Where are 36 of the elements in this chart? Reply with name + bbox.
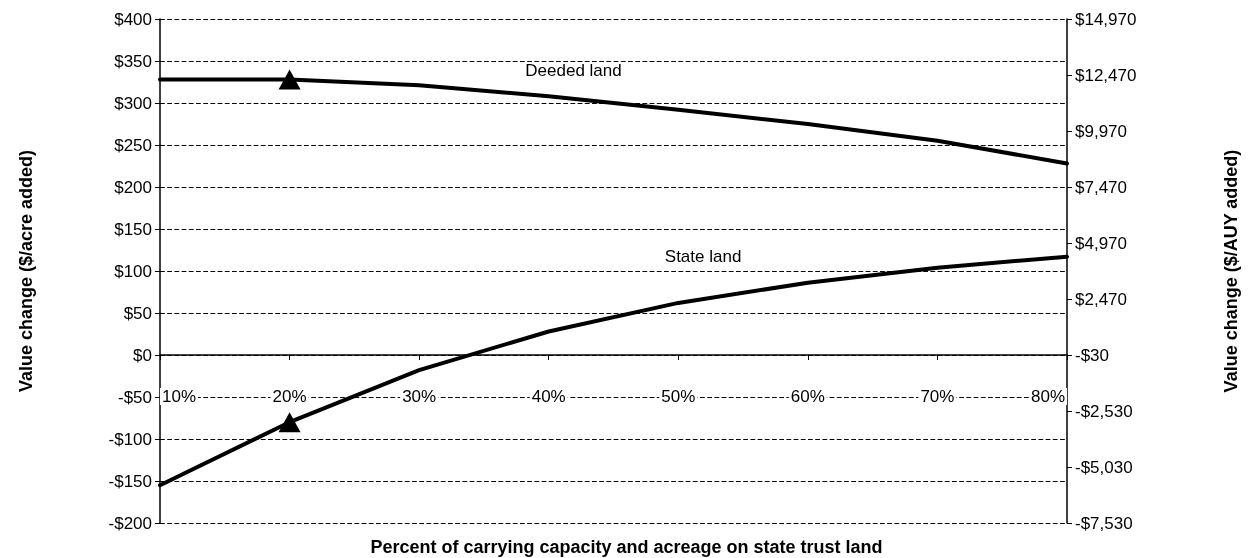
x-tick-label: 80% xyxy=(1030,387,1065,406)
y-tick-label: $100 xyxy=(114,261,152,281)
x-tick-label: 30% xyxy=(402,387,437,406)
y-axis-title: Value change ($/acre added) xyxy=(16,149,36,393)
y-tick-label: $150 xyxy=(114,219,152,239)
y-tick-label: -$150 xyxy=(108,471,152,491)
y-tick-label: $250 xyxy=(114,135,152,155)
y-tick-label: -$200 xyxy=(108,513,152,533)
y2-tick-label: $9,970 xyxy=(1075,121,1127,141)
annotation: Deeded land xyxy=(525,60,622,80)
x-tick-label: 20% xyxy=(272,387,307,406)
y2-tick-label: -$5,030 xyxy=(1075,457,1133,477)
y2-tick-label: $4,970 xyxy=(1075,233,1127,253)
x-tick-label: 40% xyxy=(531,387,566,406)
annotation: State land xyxy=(664,247,742,267)
y-tick-label: $400 xyxy=(114,9,152,29)
x-tick-label: 10% xyxy=(162,387,197,406)
y2-tick-label: $14,970 xyxy=(1075,9,1137,29)
x-tick-label: 50% xyxy=(661,387,696,406)
y-tick-label: $200 xyxy=(114,177,152,197)
y-tick-label: $0 xyxy=(133,345,152,365)
y-tick-label: $350 xyxy=(114,51,152,71)
y-tick-label: $50 xyxy=(123,303,152,323)
y2-tick-label: -$2,530 xyxy=(1075,401,1133,421)
y-tick-label: $300 xyxy=(114,93,152,113)
y2-tick-label: -$30 xyxy=(1075,345,1110,365)
y2-tick-label: -$7,530 xyxy=(1075,513,1133,533)
x-tick-label: 70% xyxy=(920,387,955,406)
y2-tick-label: $2,470 xyxy=(1075,289,1127,309)
y2-axis-title: Value change ($/AUY added) xyxy=(1221,149,1241,393)
x-tick-label: 60% xyxy=(790,387,825,406)
y-tick-label: -$50 xyxy=(117,387,152,407)
y-tick-label: -$100 xyxy=(108,429,152,449)
y2-tick-label: $12,470 xyxy=(1075,65,1137,85)
y2-tick-label: $7,470 xyxy=(1075,177,1127,197)
x-axis-title: Percent of carrying capacity and acreage on state trust land xyxy=(370,537,883,557)
